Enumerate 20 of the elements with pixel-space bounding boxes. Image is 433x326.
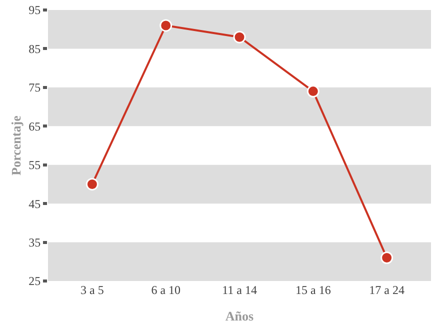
y-tick-label: 35 — [28, 235, 41, 250]
x-tick-label: 17 a 24 — [369, 283, 404, 297]
point — [160, 19, 172, 32]
x-tick-label: 15 a 16 — [295, 283, 331, 297]
y-tick-label: 95 — [28, 3, 41, 18]
x-tick-label: 3 a 5 — [80, 283, 104, 297]
y-tick-label: 75 — [28, 80, 41, 95]
y-axis-title: Porcentaje — [8, 115, 24, 176]
y-tick-label: 65 — [28, 119, 41, 134]
point — [306, 85, 320, 98]
y-tick-label: 25 — [28, 274, 41, 288]
point — [380, 252, 394, 264]
x-tick-label: 11 a 14 — [222, 283, 257, 297]
x-axis-title: Años — [225, 308, 254, 324]
x-tick-label: 6 a 10 — [151, 283, 181, 297]
y-tick-label: 85 — [28, 42, 41, 56]
point — [86, 178, 98, 190]
y-tick-label: 55 — [28, 158, 41, 172]
y-tick-label: 45 — [28, 196, 41, 211]
point — [233, 30, 246, 44]
